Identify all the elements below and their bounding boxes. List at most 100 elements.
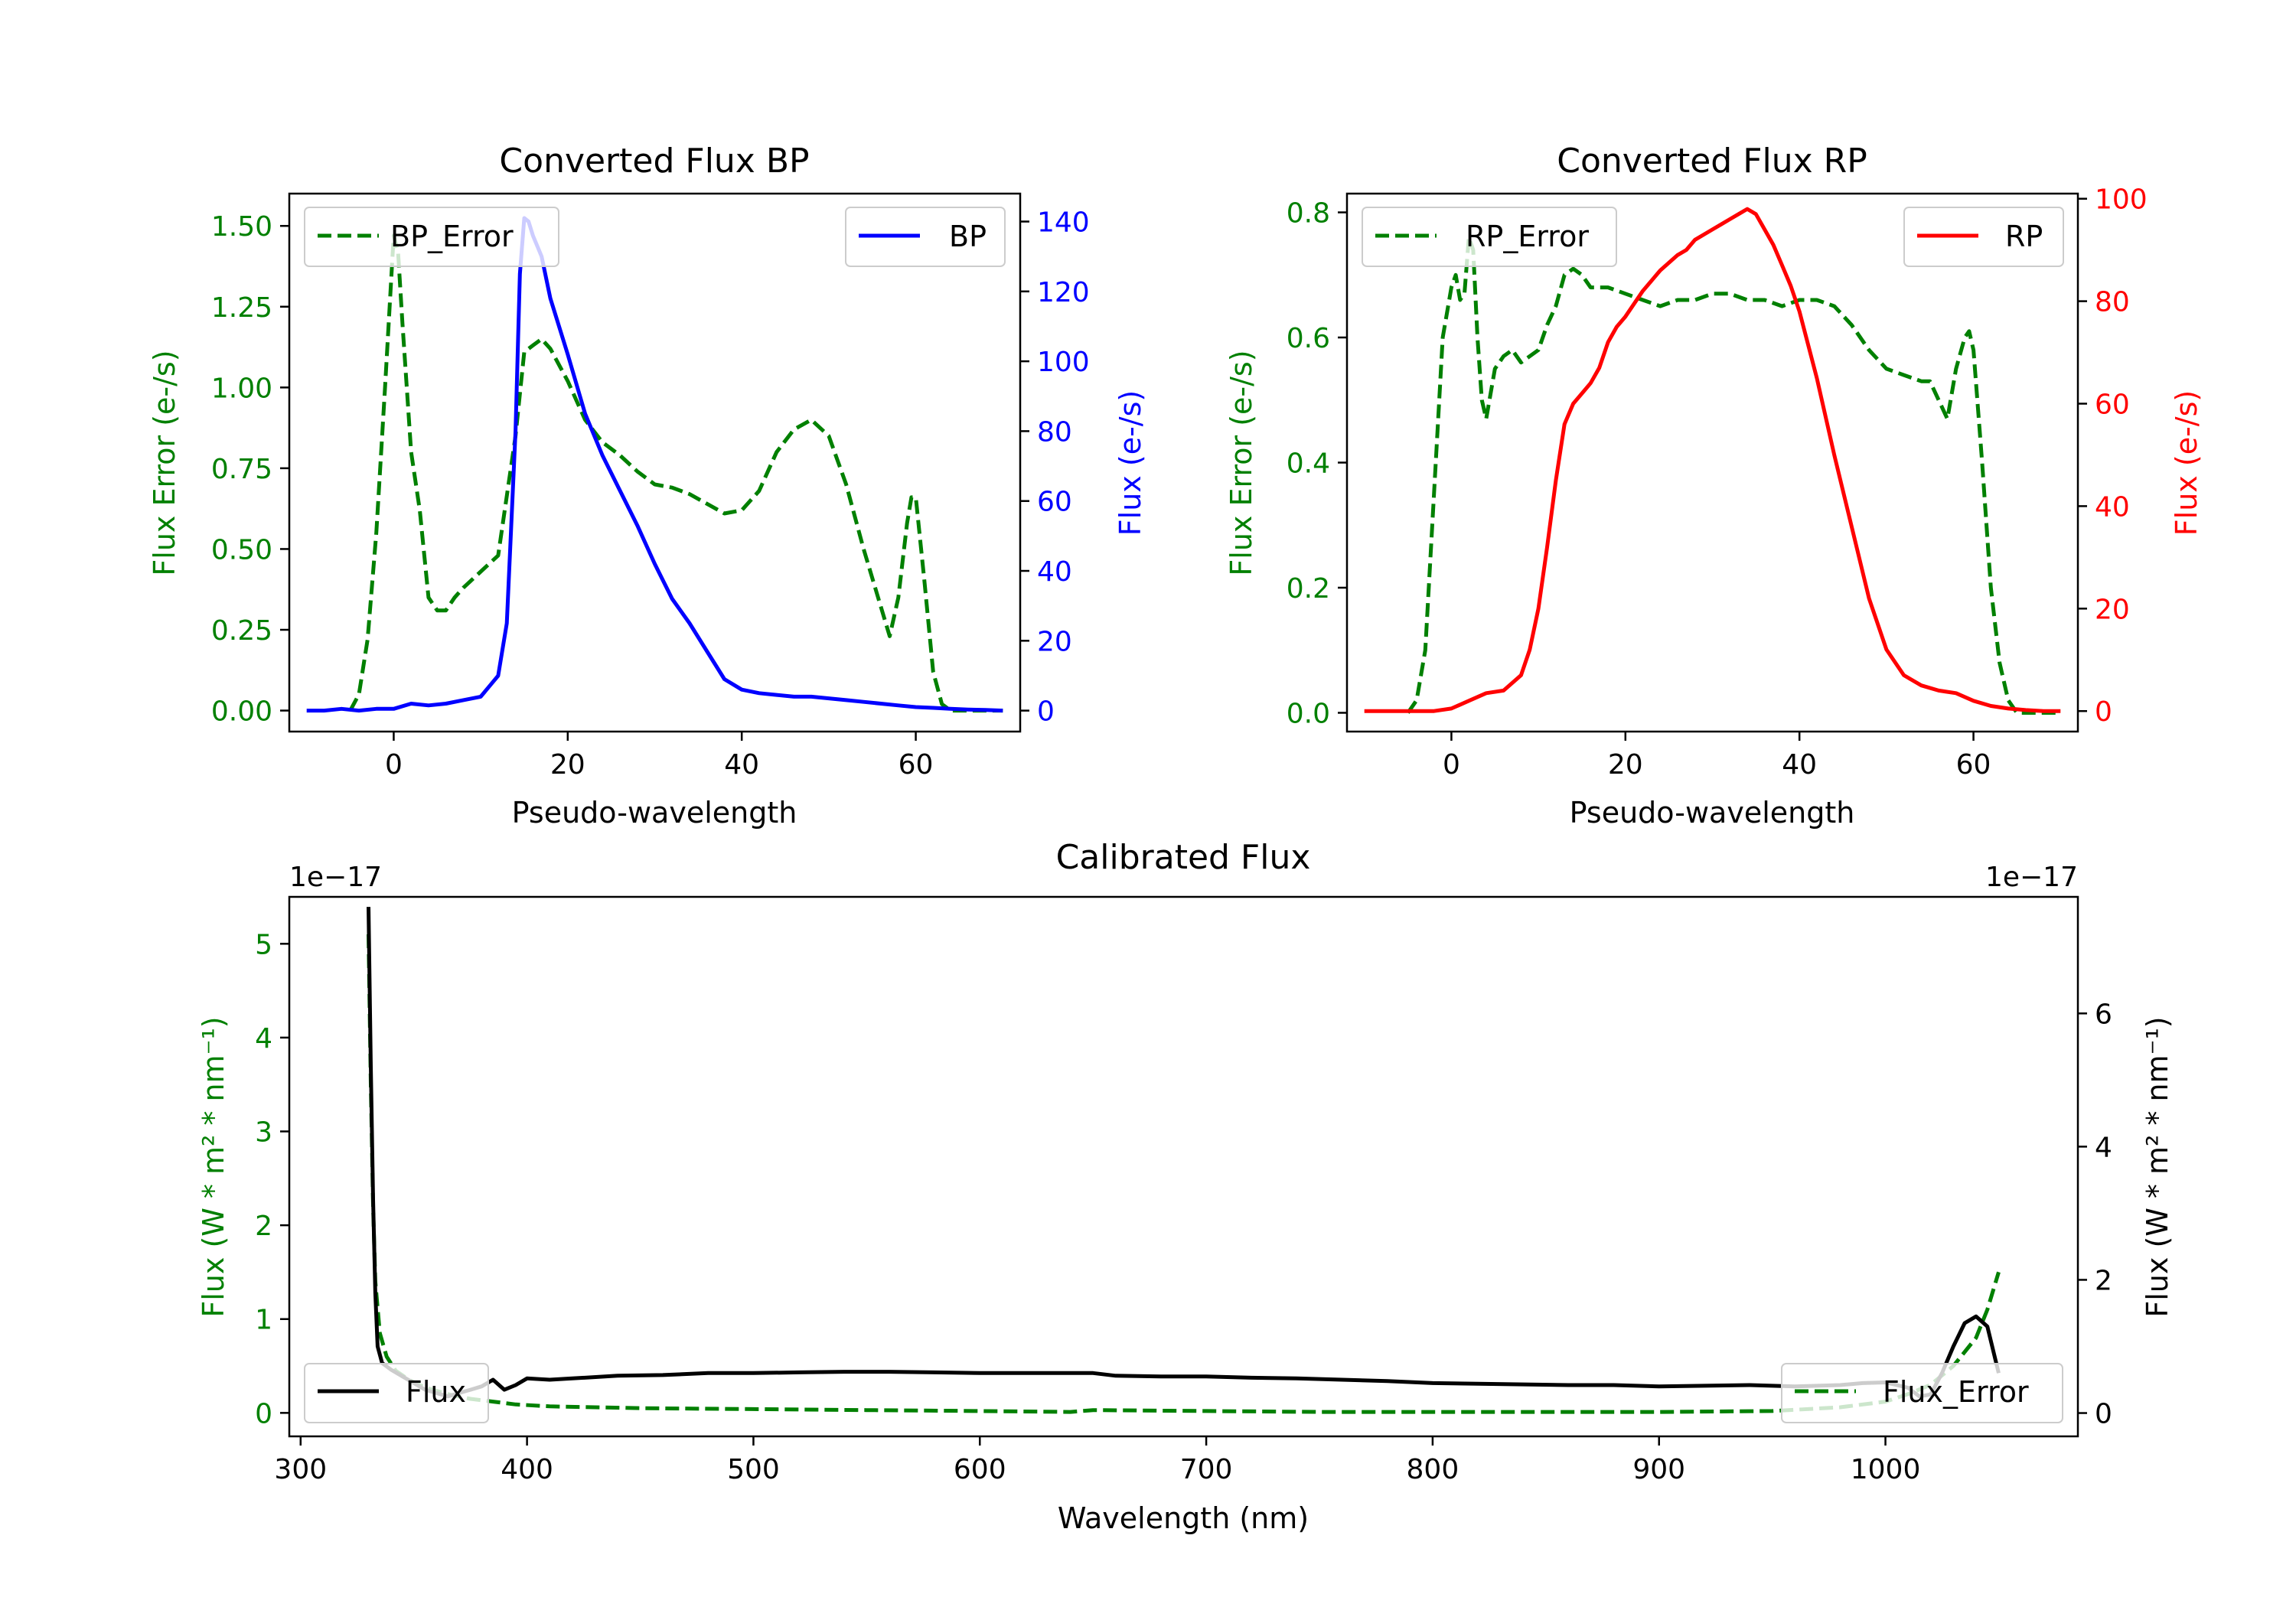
bp-x-tick-label: 60 — [899, 749, 934, 781]
calibrated-x-tick-label: 400 — [501, 1454, 553, 1485]
bp-legend-error-label: BP_Error — [390, 220, 514, 253]
rp-x-tick-label: 20 — [1608, 749, 1643, 781]
calibrated-legend-flux-box — [304, 1363, 489, 1423]
bp-left-tick-label: 0.50 — [211, 534, 272, 566]
calibrated-x-tick-label: 700 — [1180, 1454, 1233, 1485]
rp-panel: Converted Flux RP 0 20 40 60 0.00.20.40.60.… — [1225, 142, 2203, 830]
bp-x-ticks: 0 20 40 60 — [385, 732, 934, 781]
bp-legend-flux: BP — [845, 207, 1006, 267]
bp-legend-error-box — [304, 207, 559, 267]
calibrated-x-label: Wavelength (nm) — [1058, 1501, 1309, 1535]
calibrated-legend-error-label: Flux_Error — [1883, 1375, 2029, 1409]
rp-left-ticks: 0.0 0.2 0.4 0.6 0.8 — [1287, 198, 1347, 729]
calibrated-right-offset: 1e−17 — [1985, 862, 2078, 893]
bp-left-tick-label: 1.00 — [211, 373, 272, 404]
rp-right-axis-label: Flux (e-/s) — [2170, 390, 2203, 536]
calibrated-right-tick-label: 2 — [2095, 1265, 2112, 1296]
calibrated-right-tick-label: 6 — [2095, 999, 2112, 1030]
calibrated-x-tick-label: 800 — [1407, 1454, 1459, 1485]
calibrated-x-tick-label: 500 — [727, 1454, 780, 1485]
bp-left-axis-label: Flux Error (e-/s) — [148, 350, 181, 575]
rp-legend-flux-label: RP — [2005, 220, 2043, 253]
rp-left-tick-label: 0.2 — [1287, 573, 1330, 605]
calibrated-legend-error-box — [1781, 1363, 2063, 1423]
bp-right-ticks: 0 20 40 60 80 100 120 140 — [1020, 207, 1090, 728]
rp-left-tick-label: 0.6 — [1287, 323, 1330, 354]
bp-right-tick-label: 40 — [1037, 556, 1072, 588]
calibrated-left-tick-label: 0 — [255, 1398, 272, 1429]
calibrated-right-tick-label: 4 — [2095, 1132, 2112, 1163]
bp-right-tick-label: 20 — [1037, 626, 1072, 657]
rp-legend-error: RP_Error — [1362, 207, 1617, 267]
bp-right-tick-label: 60 — [1037, 487, 1072, 518]
rp-x-label: Pseudo-wavelength — [1570, 796, 1855, 830]
rp-left-tick-label: 0.4 — [1287, 448, 1330, 480]
rp-right-tick-label: 100 — [2095, 184, 2148, 216]
bp-legend-flux-label: BP — [949, 220, 987, 253]
calibrated-legend-error: Flux_Error — [1781, 1363, 2063, 1423]
bp-left-tick-label: 0.00 — [211, 696, 272, 728]
rp-left-tick-label: 0.0 — [1287, 698, 1330, 729]
rp-x-ticks: 0 20 40 60 — [1443, 732, 1991, 781]
rp-right-tick-label: 80 — [2095, 287, 2130, 318]
calibrated-right-ticks: 0 2 4 6 — [2078, 999, 2112, 1430]
calibrated-left-ticks: 0 1 2 3 4 5 — [255, 929, 289, 1429]
bp-left-tick-label: 1.50 — [211, 211, 272, 243]
calibrated-x-tick-label: 1000 — [1851, 1454, 1921, 1485]
rp-right-ticks: 0 20 40 60 80 100 — [2078, 184, 2148, 728]
calibrated-left-tick-label: 3 — [255, 1117, 272, 1149]
bp-panel: Converted Flux BP 0 20 40 60 0.000.250.500.… — [148, 142, 1147, 830]
rp-plot-frame — [1345, 192, 2079, 733]
calibrated-legend-flux: Flux — [304, 1363, 489, 1423]
bp-right-axis-label: Flux (e-/s) — [1114, 390, 1147, 536]
bp-left-tick-label: 0.25 — [211, 615, 272, 647]
calibrated-right-tick-label: 0 — [2095, 1399, 2112, 1430]
calibrated-legend-flux-label: Flux — [406, 1375, 466, 1409]
rp-left-tick-label: 0.8 — [1287, 198, 1330, 230]
bp-left-tick-label: 0.75 — [211, 454, 272, 485]
bp-x-tick-label: 0 — [385, 749, 403, 781]
bp-x-tick-label: 20 — [550, 749, 585, 781]
rp-legend-flux-box — [1903, 207, 2064, 267]
bp-right-tick-label: 140 — [1037, 207, 1090, 239]
rp-x-tick-label: 0 — [1443, 749, 1460, 781]
calibrated-x-tick-label: 600 — [954, 1454, 1006, 1485]
calibrated-right-axis-label: Flux (W * m² * nm⁻¹) — [2141, 1016, 2174, 1317]
rp-legend-error-label: RP_Error — [1466, 220, 1589, 253]
bp-right-tick-label: 100 — [1037, 347, 1090, 378]
calibrated-plot-frame — [288, 895, 2079, 1438]
calibrated-left-tick-label: 2 — [255, 1211, 272, 1242]
bp-x-label: Pseudo-wavelength — [512, 796, 797, 830]
calibrated-left-tick-label: 4 — [255, 1023, 272, 1054]
bp-series-bp-error — [348, 233, 1003, 713]
bp-left-tick-label: 1.25 — [211, 292, 272, 324]
rp-right-tick-label: 0 — [2095, 696, 2112, 728]
rp-title: Converted Flux RP — [1557, 142, 1867, 181]
bp-title: Converted Flux BP — [499, 142, 809, 181]
calibrated-left-tick-label: 1 — [255, 1305, 272, 1336]
calibrated-left-tick-label: 5 — [255, 929, 272, 960]
calibrated-title: Calibrated Flux — [1056, 838, 1311, 877]
rp-x-tick-label: 60 — [1956, 749, 1991, 781]
calibrated-panel: Calibrated Flux 1e−17 1e−17 300 400 500 600… — [197, 838, 2174, 1535]
calibrated-left-axis-label: Flux (W * m² * nm⁻¹) — [197, 1016, 230, 1317]
bp-legend-error: BP_Error — [304, 207, 559, 267]
bp-series-layer — [306, 216, 1003, 713]
calibrated-x-tick-label: 300 — [274, 1454, 327, 1485]
rp-series-rp — [1364, 207, 2061, 713]
bp-legend-flux-box — [845, 207, 1006, 267]
calibrated-x-ticks: 300 400 500 600 700 800 900 1000 — [274, 1436, 1920, 1485]
bp-left-ticks: 0.00 0.25 0.50 0.75 1.00 1.25 1.50 — [211, 211, 289, 728]
bp-series-bp — [306, 216, 1003, 713]
calibrated-left-offset: 1e−17 — [289, 862, 382, 893]
rp-right-tick-label: 20 — [2095, 594, 2130, 625]
rp-x-tick-label: 40 — [1782, 749, 1817, 781]
bp-x-tick-label: 40 — [724, 749, 759, 781]
rp-right-tick-label: 60 — [2095, 390, 2130, 421]
bp-plot-frame — [288, 192, 1022, 733]
rp-legend-error-box — [1362, 207, 1617, 267]
rp-legend-flux: RP — [1903, 207, 2064, 267]
bp-right-tick-label: 0 — [1037, 696, 1055, 728]
rp-right-tick-label: 40 — [2095, 491, 2130, 523]
